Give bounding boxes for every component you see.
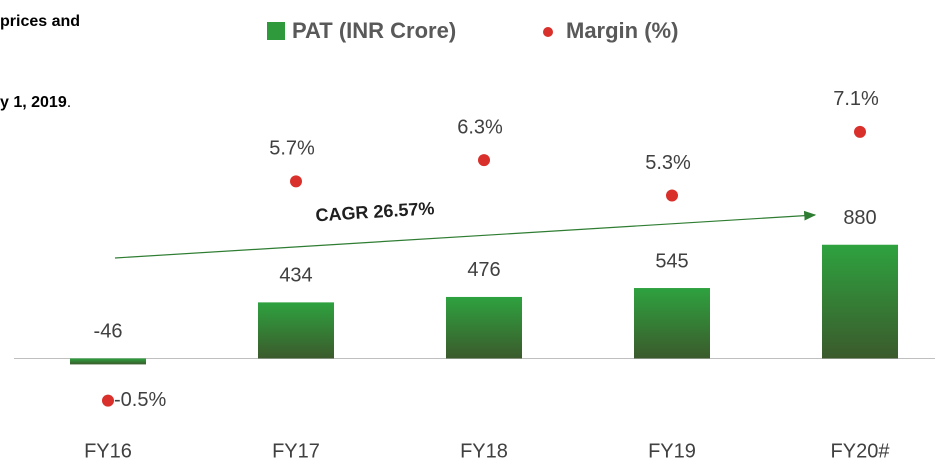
x-tick-label: FY16	[84, 440, 132, 462]
bar	[446, 296, 522, 359]
data-label: 7.1%	[833, 88, 879, 110]
bar	[634, 288, 710, 359]
data-label: 476	[467, 259, 500, 281]
data-label: 880	[843, 207, 876, 229]
legend-swatch	[543, 27, 553, 37]
data-label: 5.7%	[269, 138, 315, 160]
note-line: prices and	[0, 13, 80, 30]
legend-label: PAT (INR Crore)	[292, 18, 456, 43]
data-label: -46	[94, 321, 123, 343]
x-tick-label: FY18	[460, 440, 508, 462]
x-tick-label: FY17	[272, 440, 320, 462]
margin-dot	[854, 125, 866, 138]
x-tick-label: FY20#	[831, 440, 891, 462]
note-line: y 1, 2019.	[0, 94, 71, 111]
data-label: 6.3%	[457, 116, 503, 138]
bar	[822, 244, 898, 359]
bar	[258, 302, 334, 359]
data-label: 434	[279, 265, 312, 287]
data-label: 545	[655, 250, 688, 272]
note-bold: y 1, 2019	[0, 94, 67, 111]
margin-dot	[666, 189, 678, 202]
cagr-arrow	[114, 210, 817, 259]
margin-dot	[290, 175, 302, 188]
data-label: -0.5%	[114, 389, 166, 411]
margin-dot	[478, 154, 490, 167]
data-label: 5.3%	[645, 152, 691, 174]
x-tick-label: FY19	[648, 440, 696, 462]
legend-swatch	[267, 22, 285, 40]
note-rest: .	[67, 94, 71, 111]
cagr-label: CAGR 26.57%	[315, 198, 435, 225]
legend-label: Margin (%)	[566, 18, 678, 43]
margin-dot	[102, 394, 114, 407]
bar	[70, 358, 146, 365]
